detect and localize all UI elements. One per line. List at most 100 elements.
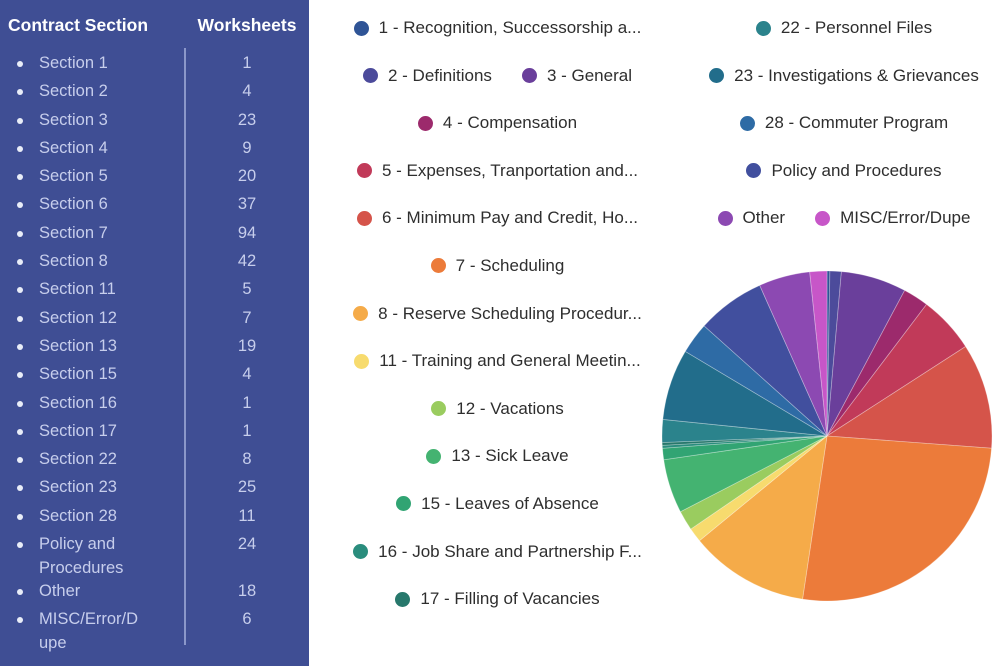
section-name: Section 2	[39, 82, 108, 101]
section-name: Other	[39, 582, 81, 601]
legend-item-label: 16 - Job Share and Partnership F...	[378, 541, 642, 561]
table-header-worksheets: Worksheets	[197, 15, 297, 35]
contract-table-body: Section 1 1 Section 2 4 Section 3 23 Section 4…	[0, 52, 309, 655]
worksheet-count: 1	[242, 54, 252, 72]
worksheet-count: 20	[237, 167, 257, 186]
bullet-icon	[17, 259, 23, 266]
legend-dot-icon	[431, 401, 447, 417]
legend-item-label: 3 - General	[546, 65, 632, 85]
legend-item: MISC/Error/Dupe	[815, 208, 970, 228]
table-row: Section 7 94	[0, 222, 309, 250]
section-name: Section 5	[39, 167, 108, 186]
legend-dot-icon	[815, 210, 831, 226]
legend-item: 6 - Minimum Pay and Credit, Ho...	[356, 208, 638, 228]
contract-table-panel: Contract Section Worksheets Section 1 1 Se…	[0, 0, 309, 666]
section-name: MISC/Error/Dupe	[39, 610, 138, 652]
legend-item: 22 - Personnel Files	[755, 18, 933, 38]
worksheet-count: 4	[242, 82, 252, 101]
section-name-cell: Section 12	[0, 307, 185, 331]
legend-row: 8 - Reserve Scheduling Procedur...	[324, 301, 671, 327]
section-name: Section 4	[39, 138, 108, 157]
bullet-icon	[17, 89, 23, 96]
legend-dot-icon	[353, 20, 369, 36]
section-name-cell: Section 11	[0, 278, 185, 302]
legend-dot-icon	[417, 115, 433, 131]
legend-row: 15 - Leaves of Absence	[324, 491, 671, 517]
section-name-cell: Section 5	[0, 165, 185, 189]
worksheet-count: 18	[237, 582, 257, 601]
legend-item: 16 - Job Share and Partnership F...	[353, 542, 642, 562]
legend-item-label: 13 - Sick Leave	[451, 446, 569, 466]
bullet-icon	[17, 117, 23, 124]
pie-slice	[661, 435, 828, 449]
legend-item-label: 28 - Commuter Program	[764, 113, 949, 133]
worksheet-count: 42	[237, 252, 257, 271]
bullet-icon	[17, 287, 23, 294]
bullet-icon	[17, 315, 23, 322]
section-name: Section 12	[39, 308, 117, 327]
legend-row: 13 - Sick Leave	[324, 443, 671, 469]
section-name-cell: Section 1	[0, 52, 185, 76]
legend-item-label: 22 - Personnel Files	[780, 18, 933, 37]
legend-item: 8 - Reserve Scheduling Procedur...	[353, 304, 642, 324]
pie-slice	[679, 435, 828, 530]
legend-item: 28 - Commuter Program	[739, 113, 949, 133]
table-row: Section 11 5	[0, 278, 309, 306]
legend-item: 17 - Filling of Vacancies	[395, 589, 600, 609]
legend-dot-icon	[356, 163, 372, 179]
pie-chart	[661, 270, 993, 602]
legend-item-label: 11 - Training and General Meetin...	[379, 351, 641, 371]
table-row: Section 8 42	[0, 250, 309, 278]
legend-item: 11 - Training and General Meetin...	[354, 351, 641, 371]
legend-item: 13 - Sick Leave	[426, 446, 569, 466]
legend-row: 12 - Vacations	[324, 396, 671, 422]
worksheet-count: 37	[237, 195, 257, 214]
section-name: Section 13	[39, 336, 117, 355]
worksheet-count: 94	[237, 223, 257, 242]
pie-slice	[663, 435, 828, 513]
bullet-icon	[17, 61, 23, 67]
worksheet-count: 11	[238, 506, 256, 525]
section-name-cell: Section 16	[0, 392, 185, 416]
section-name: Section 11	[39, 280, 116, 299]
legend-row: Policy and Procedures	[688, 158, 1000, 184]
bullet-icon	[17, 400, 23, 407]
legend-dot-icon	[755, 20, 771, 36]
legend-dot-icon	[430, 258, 446, 274]
section-name-cell: Section 4	[0, 137, 185, 161]
section-name: Section 22	[39, 450, 117, 469]
table-header-section: Contract Section	[8, 15, 149, 35]
legend-item-label: 1 - Recognition, Successorship a...	[378, 18, 642, 37]
legend-item-label: 8 - Reserve Scheduling Procedur...	[378, 303, 642, 323]
bullet-icon	[17, 202, 23, 209]
legend-dot-icon	[396, 496, 412, 512]
bullet-icon	[17, 513, 23, 520]
legend-row: Other MISC/Error/Dupe	[688, 205, 1000, 231]
legend-item: 3 - General	[521, 65, 632, 86]
legend-row: 6 - Minimum Pay and Credit, Ho...	[324, 205, 671, 231]
table-row: Section 28 11	[0, 505, 309, 533]
legend-row: 23 - Investigations & Grievances	[688, 63, 1000, 89]
table-row: Section 3 23	[0, 109, 309, 137]
table-row: Section 2 4	[0, 80, 309, 108]
section-name: Section 17	[39, 421, 117, 440]
worksheet-count: 4	[242, 365, 252, 384]
bullet-icon	[17, 428, 23, 435]
bullet-icon	[17, 343, 23, 350]
section-name-cell: Section 15	[0, 363, 185, 387]
pie-slice	[826, 270, 842, 437]
table-row: Other 18	[0, 580, 309, 608]
table-row: Section 12 7	[0, 307, 309, 335]
legend-dot-icon	[739, 115, 755, 131]
pie-slice	[690, 435, 828, 542]
pie-slice	[826, 289, 928, 437]
table-row: Section 5 20	[0, 165, 309, 193]
pie-slice	[826, 303, 967, 437]
legend-item-label: 5 - Expenses, Tranportation and...	[381, 160, 639, 180]
legend-item: 1 - Recognition, Successorship a...	[353, 18, 642, 38]
legend-dot-icon	[363, 68, 378, 84]
pie-slice	[703, 284, 828, 437]
legend-dot-icon	[426, 448, 442, 464]
section-name: Section 23	[39, 478, 117, 497]
